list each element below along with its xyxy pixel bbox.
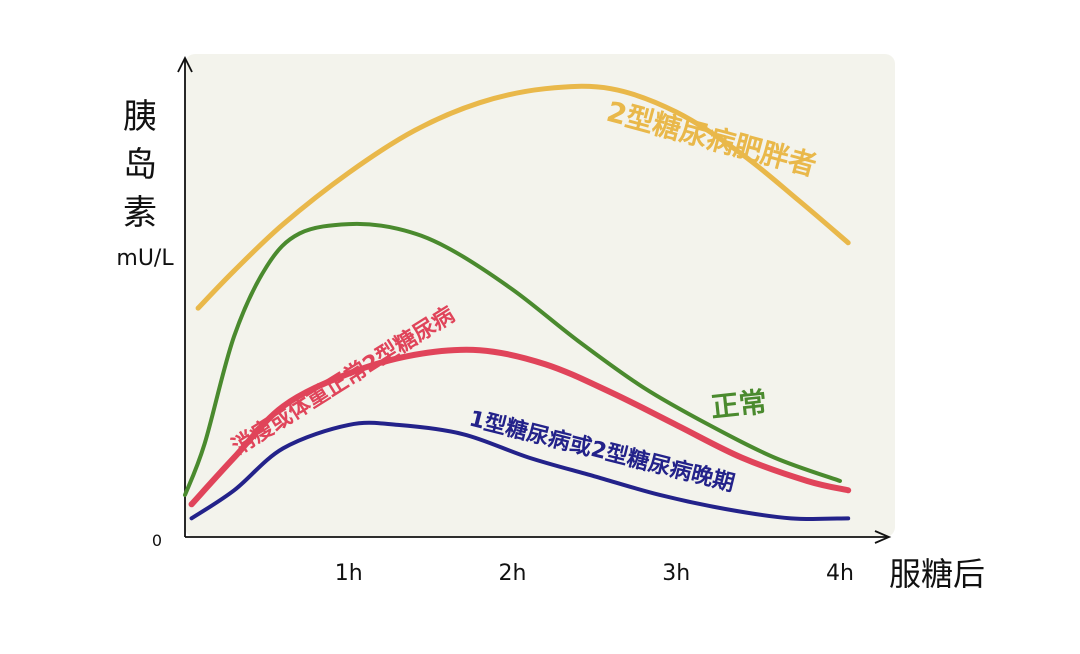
- plot-background: [185, 54, 895, 537]
- x-tick-label-2: 2h: [499, 561, 527, 586]
- series-line-4: [189, 420, 851, 522]
- series-line-3: [188, 346, 852, 508]
- y-axis-label-char-1: 胰: [123, 97, 157, 137]
- y-axis-unit: mU/L: [116, 246, 174, 271]
- series-line-1: [195, 83, 851, 311]
- series-lines: [183, 83, 852, 522]
- y-axis-label-char-2: 岛: [123, 145, 157, 185]
- x-axis-label: 服糖后: [889, 555, 985, 593]
- x-tick-label-3: 3h: [662, 561, 690, 586]
- origin-label: 0: [152, 531, 162, 550]
- annotation-normal: 正常: [709, 385, 768, 424]
- series-line-2: [183, 221, 842, 497]
- y-axis-label-char-3: 素: [123, 193, 157, 233]
- x-tick-label-1: 1h: [335, 561, 363, 586]
- x-tick-label-4: 4h: [826, 561, 854, 586]
- y-axis-arrow: [177, 55, 193, 73]
- x-tick-labels: 1h 2h 3h 4h: [335, 561, 854, 586]
- x-axis-arrow: [874, 530, 892, 544]
